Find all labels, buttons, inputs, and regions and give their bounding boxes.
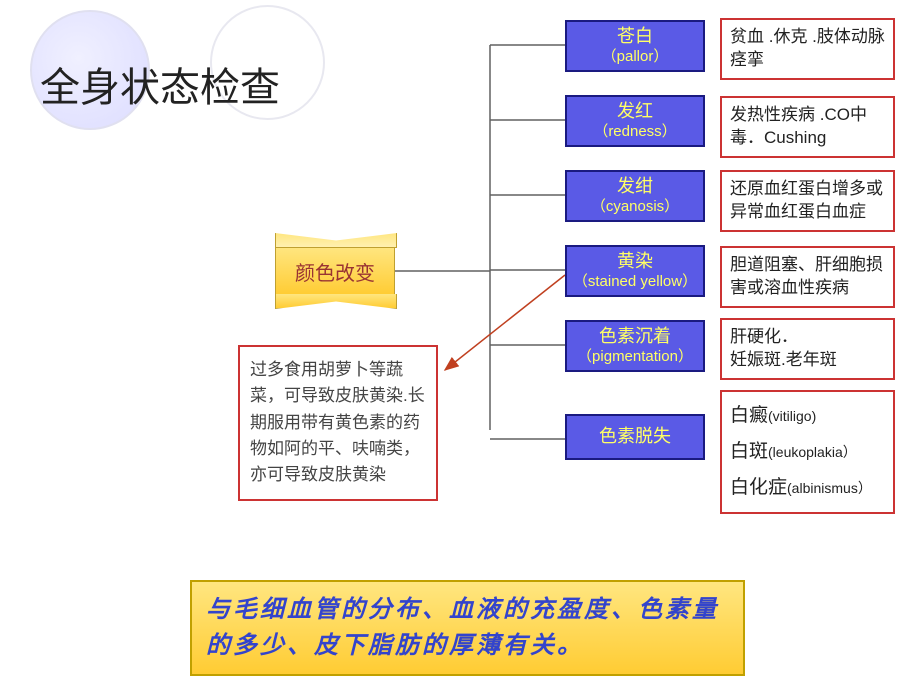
category-cn: 色素沉着 — [599, 326, 671, 346]
category-box: 发绀 （cyanosis） — [565, 170, 705, 222]
category-cn: 色素脱失 — [599, 426, 671, 446]
page-title: 全身状态检查 — [40, 55, 280, 113]
category-box: 黄染 （stained yellow） — [565, 245, 705, 297]
category-box: 色素沉着 （pigmentation） — [565, 320, 705, 372]
description-box: 还原血红蛋白增多或异常血红蛋白血症 — [720, 170, 895, 232]
description-box-depigmentation: 白癜(vitiligo)白斑(leukoplakia）白化症(albinismu… — [720, 390, 895, 514]
category-en: （stained yellow） — [569, 273, 701, 291]
depigmentation-item: 白化症(albinismus） — [730, 470, 885, 506]
category-box: 色素脱失 — [565, 414, 705, 460]
category-cn: 发红 — [617, 101, 653, 121]
ribbon-color-change: 颜色改变 — [275, 246, 395, 296]
category-cn: 黄染 — [617, 251, 653, 271]
category-en: （cyanosis） — [569, 198, 701, 216]
description-box: 发热性疾病 .CO中毒．Cushing — [720, 96, 895, 158]
category-cn: 发绀 — [617, 176, 653, 196]
depigmentation-item: 白斑(leukoplakia） — [730, 434, 885, 470]
category-en: （pallor） — [569, 48, 701, 66]
description-box: 胆道阻塞、肝细胞损害或溶血性疾病 — [720, 246, 895, 308]
category-en: （pigmentation） — [569, 348, 701, 366]
category-box: 发红 （redness） — [565, 95, 705, 147]
bottom-summary: 与毛细血管的分布、血液的充盈度、色素量的多少、皮下脂肪的厚薄有关。 — [190, 580, 745, 676]
depigmentation-item: 白癜(vitiligo) — [730, 398, 885, 434]
category-box: 苍白 （pallor） — [565, 20, 705, 72]
description-box: 贫血 .休克 .肢体动脉痉挛 — [720, 18, 895, 80]
category-en: （redness） — [569, 123, 701, 141]
note-box: 过多食用胡萝卜等蔬菜，可导致皮肤黄染.长期服用带有黄色素的药物如阿的平、呋喃类，… — [238, 345, 438, 501]
ribbon-label: 颜色改变 — [295, 257, 375, 286]
category-cn: 苍白 — [617, 26, 653, 46]
description-box: 肝硬化． 妊娠斑.老年斑 — [720, 318, 895, 380]
